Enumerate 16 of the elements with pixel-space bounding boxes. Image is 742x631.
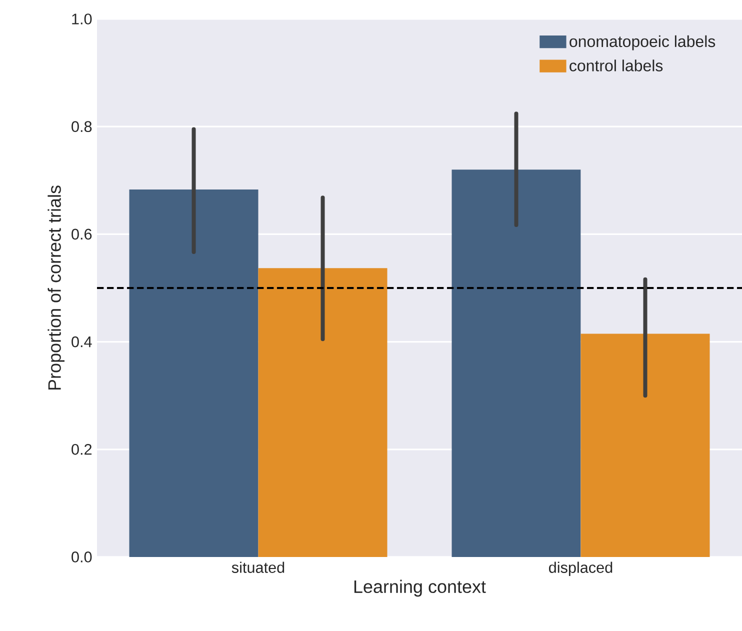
- y-axis-title: Proportion of correct trials: [48, 186, 64, 390]
- y-tick-label: 0.0: [72, 552, 92, 562]
- y-tick-label: 0.2: [72, 444, 92, 455]
- bar: [129, 190, 258, 557]
- x-tick-label: displaced: [549, 562, 612, 576]
- bar: [580, 334, 710, 557]
- y-tick-label: 1.0: [72, 14, 92, 24]
- y-tick-label: 0.6: [72, 228, 92, 240]
- y-tick-label: 0.4: [72, 336, 92, 348]
- bar: [452, 170, 581, 557]
- legend-label: control labels: [570, 60, 663, 72]
- x-axis-title: Learning context: [354, 580, 486, 597]
- x-tick-label: situated: [232, 562, 284, 573]
- bar: [258, 268, 388, 557]
- legend-label: onomatopoeic labels: [570, 35, 716, 50]
- y-tick-label: 0.8: [72, 121, 92, 132]
